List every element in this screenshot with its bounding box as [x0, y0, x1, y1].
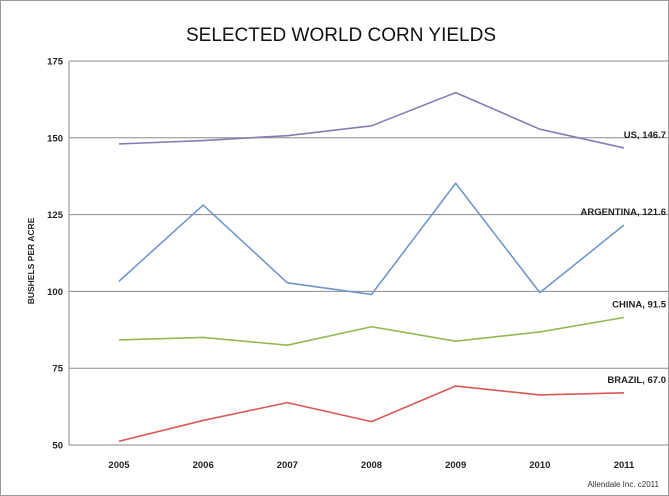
x-tick-label-2008: 2008 [361, 460, 382, 471]
gridlines [68, 60, 668, 446]
y-axis-label: BUSHELS PER ACRE [26, 217, 36, 304]
x-tick-labels: 2005 2006 2007 2008 2009 2010 2011 [108, 460, 635, 471]
series-end-labels: US, 146.7 ARGENTINA, 121.6 CHINA, 91.5 BRAZ… [580, 130, 666, 386]
y-tick-label-50: 50 [52, 441, 63, 452]
x-tick-label-2010: 2010 [529, 460, 550, 471]
y-tick-label-150: 150 [47, 133, 63, 144]
y-tick-label-100: 100 [47, 287, 63, 298]
x-tick-label-2007: 2007 [277, 460, 298, 471]
series-label-argentina: ARGENTINA, 121.6 [580, 207, 666, 218]
x-tick-label-2009: 2009 [445, 460, 466, 471]
y-tick-label-75: 75 [52, 364, 63, 375]
series-label-china: CHINA, 91.5 [612, 300, 667, 311]
series-lines [118, 91, 625, 443]
series-label-us: US, 146.7 [624, 130, 666, 141]
x-tick-label-2011: 2011 [614, 460, 635, 471]
x-tick-label-2005: 2005 [108, 460, 130, 471]
chart-title: SELECTED WORLD CORN YIELDS [186, 25, 496, 46]
y-tick-labels: 50 75 100 125 150 175 [47, 57, 64, 452]
source-credit: Allendale Inc. c2011 [588, 480, 660, 489]
series-line-argentina [118, 182, 625, 296]
series-label-brazil: BRAZIL, 67.0 [607, 375, 666, 386]
y-tick-label-125: 125 [47, 210, 64, 221]
series-line-brazil [118, 385, 625, 443]
series-line-china [118, 316, 625, 346]
y-tick-label-175: 175 [47, 57, 64, 68]
series-line-us [118, 91, 625, 149]
x-tick-label-2006: 2006 [193, 460, 214, 471]
